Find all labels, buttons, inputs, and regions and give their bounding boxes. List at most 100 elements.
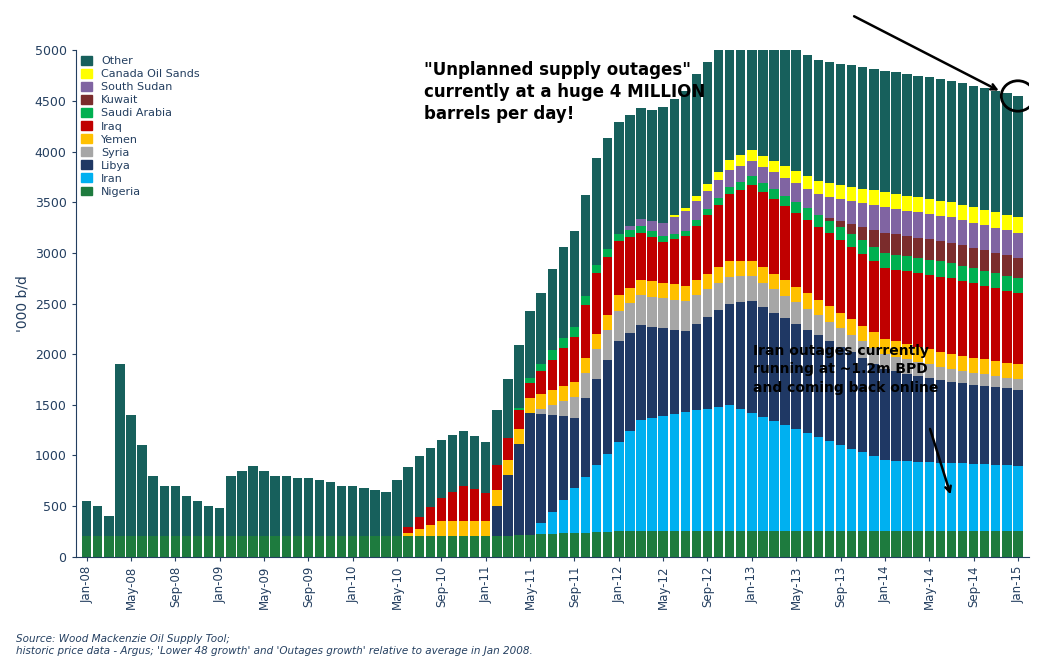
Bar: [758, 183, 767, 192]
Bar: [160, 486, 169, 536]
Legend: Other, Canada Oil Sands, South Sudan, Kuwait, Saudi Arabia, Iraq, Yemen, Syria, : Other, Canada Oil Sands, South Sudan, Ku…: [81, 56, 199, 197]
Bar: [426, 507, 435, 525]
Bar: [880, 268, 889, 339]
Bar: [935, 463, 945, 532]
Bar: [647, 231, 657, 237]
Bar: [991, 273, 1000, 288]
Bar: [703, 209, 712, 215]
Bar: [371, 536, 380, 556]
Bar: [925, 239, 934, 260]
Bar: [692, 226, 702, 280]
Bar: [614, 311, 623, 341]
Bar: [947, 382, 956, 463]
Bar: [559, 386, 568, 401]
Bar: [813, 300, 823, 315]
Bar: [803, 330, 812, 432]
Bar: [892, 342, 901, 357]
Bar: [769, 274, 779, 289]
Bar: [659, 298, 668, 328]
Bar: [548, 512, 557, 534]
Bar: [82, 501, 92, 536]
Bar: [803, 294, 812, 309]
Bar: [659, 237, 668, 242]
Bar: [914, 273, 923, 346]
Bar: [836, 227, 846, 240]
Bar: [381, 492, 390, 536]
Bar: [748, 261, 757, 276]
Bar: [914, 346, 923, 362]
Bar: [914, 197, 923, 212]
Bar: [548, 534, 557, 556]
Bar: [803, 309, 812, 330]
Bar: [93, 506, 102, 536]
Bar: [902, 271, 911, 344]
Bar: [803, 532, 812, 556]
Bar: [1014, 217, 1023, 233]
Bar: [825, 532, 834, 556]
Bar: [869, 457, 878, 532]
Bar: [681, 91, 690, 208]
Bar: [681, 413, 690, 532]
Bar: [503, 438, 513, 460]
Bar: [725, 261, 734, 277]
Bar: [925, 199, 934, 214]
Bar: [647, 281, 657, 296]
Bar: [636, 280, 645, 295]
Bar: [869, 348, 878, 364]
Bar: [669, 215, 679, 217]
Bar: [703, 184, 712, 191]
Bar: [925, 462, 934, 532]
Bar: [847, 187, 856, 201]
Bar: [736, 182, 745, 190]
Bar: [957, 463, 967, 532]
Bar: [625, 237, 635, 288]
Bar: [204, 506, 213, 536]
Bar: [537, 415, 546, 523]
Bar: [758, 532, 767, 556]
Bar: [869, 205, 878, 230]
Bar: [403, 536, 412, 556]
Bar: [603, 454, 613, 532]
Bar: [603, 315, 613, 330]
Bar: [957, 371, 967, 383]
Bar: [714, 205, 723, 267]
Bar: [892, 270, 901, 342]
Bar: [669, 532, 679, 556]
Bar: [925, 275, 934, 349]
Bar: [813, 215, 823, 227]
Bar: [414, 517, 424, 529]
Bar: [925, 78, 934, 199]
Bar: [115, 364, 124, 536]
Bar: [559, 348, 568, 386]
Bar: [935, 380, 945, 463]
Bar: [692, 280, 702, 295]
Bar: [503, 535, 513, 556]
Bar: [104, 516, 114, 536]
Bar: [803, 219, 812, 294]
Bar: [647, 237, 657, 281]
Bar: [748, 302, 757, 413]
Bar: [980, 250, 990, 271]
Bar: [935, 241, 945, 261]
Bar: [892, 532, 901, 556]
Bar: [836, 64, 846, 185]
Bar: [892, 461, 901, 532]
Bar: [681, 208, 690, 211]
Bar: [170, 486, 180, 536]
Bar: [1002, 388, 1012, 465]
Bar: [459, 536, 469, 556]
Bar: [559, 338, 568, 348]
Bar: [858, 326, 868, 341]
Bar: [880, 532, 889, 556]
Bar: [825, 233, 834, 306]
Bar: [580, 194, 590, 296]
Bar: [659, 416, 668, 532]
Bar: [892, 357, 901, 371]
Bar: [692, 532, 702, 556]
Bar: [980, 225, 990, 250]
Bar: [969, 384, 978, 464]
Bar: [470, 521, 479, 536]
Bar: [647, 418, 657, 532]
Bar: [980, 210, 990, 225]
Bar: [957, 205, 967, 220]
